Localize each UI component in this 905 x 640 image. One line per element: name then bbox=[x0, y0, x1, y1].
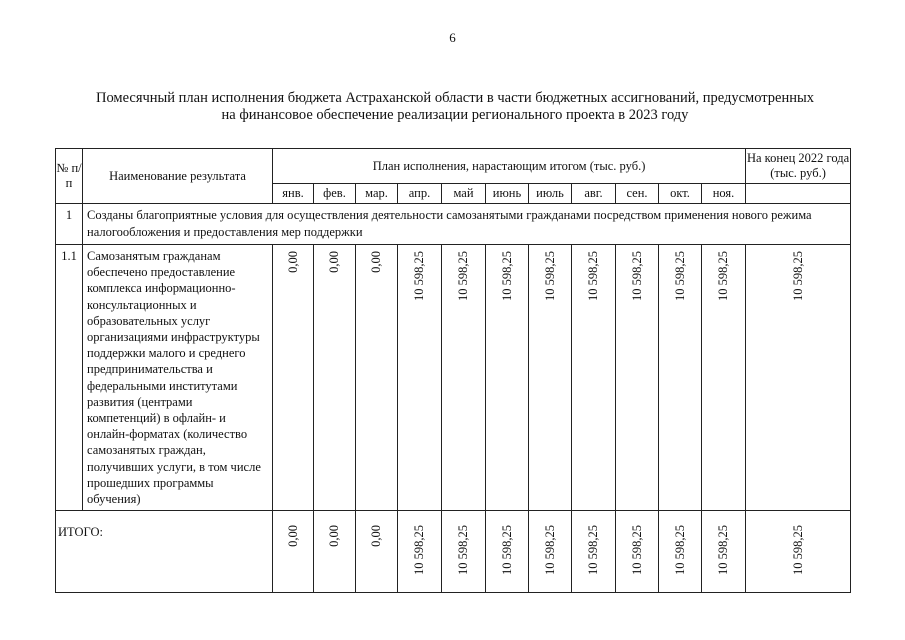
total-value: 10 598,25 bbox=[499, 525, 514, 576]
header-num: № п/п bbox=[55, 148, 83, 204]
total-value: 10 598,25 bbox=[672, 525, 687, 576]
header-end-2022: На конец 2022 года (тыс. руб.) bbox=[745, 148, 852, 184]
total-value: 10 598,25 bbox=[542, 525, 557, 576]
month-header: фев. bbox=[313, 183, 356, 204]
month-header: май bbox=[441, 183, 486, 204]
month-header: июль bbox=[528, 183, 572, 204]
total-value: 0,00 bbox=[369, 525, 383, 548]
title-line-2: на финансовое обеспечение реализации рег… bbox=[221, 107, 689, 123]
month-header: июнь bbox=[485, 183, 529, 204]
month-value: 0,00 bbox=[369, 251, 383, 273]
month-header: авг. bbox=[571, 183, 616, 204]
month-header: мар. bbox=[355, 183, 398, 204]
empty-cell bbox=[745, 183, 852, 204]
total-value: 10 598,25 bbox=[412, 525, 426, 576]
budget-table: № п/п Наименование результата План испол… bbox=[55, 148, 852, 594]
month-value: 10 598,25 bbox=[629, 251, 644, 301]
total-value: 10 598,25 bbox=[716, 525, 731, 576]
month-header: окт. bbox=[658, 183, 702, 204]
month-value: 10 598,25 bbox=[716, 251, 731, 301]
header-name: Наименование результата bbox=[82, 148, 273, 204]
month-value: 10 598,25 bbox=[456, 251, 470, 301]
total-value: 0,00 bbox=[327, 525, 341, 548]
total-value: 0,00 bbox=[285, 525, 300, 548]
table-row: 1.1 Самозанятым гражданам обеспечено пре… bbox=[55, 243, 852, 512]
total-end-value: 10 598,25 bbox=[790, 525, 805, 576]
document-title: Помесячный план исполнения бюджета Астра… bbox=[60, 90, 850, 124]
month-value: 10 598,25 bbox=[499, 251, 514, 301]
month-header: апр. bbox=[397, 183, 442, 204]
title-line-1: Помесячный план исполнения бюджета Астра… bbox=[95, 90, 815, 106]
page-number: 6 bbox=[449, 30, 456, 45]
end-value: 10 598,25 bbox=[790, 251, 805, 301]
month-header: янв. bbox=[272, 183, 314, 204]
month-value: 10 598,25 bbox=[542, 251, 557, 301]
month-value: 10 598,25 bbox=[412, 251, 426, 301]
row-num: 1.1 bbox=[55, 243, 83, 512]
row-name: Самозанятым гражданам обеспечено предост… bbox=[82, 243, 273, 512]
total-value: 10 598,25 bbox=[629, 525, 644, 576]
month-value: 10 598,25 bbox=[672, 251, 687, 301]
month-header: сен. bbox=[615, 183, 659, 204]
month-header: ноя. bbox=[700, 183, 747, 204]
month-value: 0,00 bbox=[285, 251, 300, 273]
section-text: Созданы благоприятные условия для осущес… bbox=[81, 203, 852, 245]
total-value: 10 598,25 bbox=[456, 525, 470, 576]
month-value: 0,00 bbox=[327, 251, 341, 273]
total-row: ИТОГО: 0,00 0,00 0,00 10 598,25 10 598,2… bbox=[55, 510, 852, 594]
header-plan: План исполнения, нарастающим итогом (тыс… bbox=[271, 148, 747, 184]
total-value: 10 598,25 bbox=[586, 525, 600, 576]
section-num: 1 bbox=[55, 203, 83, 245]
month-value: 10 598,25 bbox=[586, 251, 600, 301]
total-label: ИТОГО: bbox=[55, 510, 273, 594]
